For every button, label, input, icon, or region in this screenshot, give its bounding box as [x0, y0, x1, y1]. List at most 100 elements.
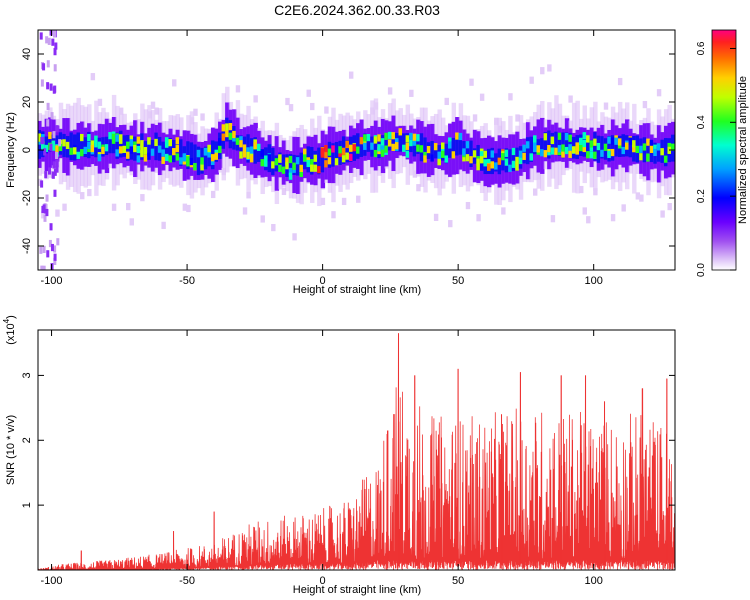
heatmap-cell [267, 154, 273, 162]
heatmap-cell [76, 132, 81, 160]
heatmap-cell [444, 97, 449, 106]
heatmap-cell [656, 89, 662, 97]
heatmap-cell [610, 214, 616, 222]
heatmap-cell [129, 218, 134, 226]
heatmap-cell [221, 124, 227, 132]
heatmap-cell [656, 143, 662, 151]
heatmap-cell [246, 147, 251, 155]
heatmap-cell [550, 136, 556, 144]
heatmap-cell [271, 223, 276, 232]
heatmap-cell [437, 151, 442, 159]
heatmap-cell [504, 158, 510, 166]
heatmap-cell [632, 140, 637, 148]
heatmap-cell [175, 145, 180, 153]
heatmap-cell [200, 157, 205, 165]
heatmap-cell [568, 95, 573, 103]
heatmap-cell [405, 142, 411, 150]
heatmap-cell [310, 102, 315, 111]
heatmap-cell [398, 128, 403, 136]
heatmap-cell [384, 132, 389, 140]
heatmap-cell [632, 145, 637, 153]
heatmap-cell [394, 138, 400, 146]
heatmap-cell [320, 146, 326, 173]
snr-trace [38, 333, 675, 570]
heatmap-cell [260, 159, 265, 167]
heatmap-cell [108, 133, 113, 154]
heatmap-cell [444, 143, 449, 164]
heatmap-cell [189, 142, 195, 168]
heatmap-cell [543, 133, 549, 141]
heatmap-cell [111, 203, 117, 211]
heatmap-cell [83, 146, 88, 154]
heatmap-cell [129, 139, 134, 147]
heatmap-cell [56, 238, 60, 246]
colorbar-tick-label: 0.6 [696, 41, 707, 55]
heatmap-cell [80, 134, 85, 157]
heatmap-cell [42, 265, 46, 270]
heatmap-cell [324, 160, 329, 168]
heatmap-cell [603, 102, 609, 110]
heatmap-cell [508, 149, 513, 169]
heatmap-cell [118, 130, 124, 158]
spectrogram-ticks: -100 -50 0 50 100 -40 -20 0 20 40 [21, 30, 675, 287]
heatmap-cell [451, 151, 457, 159]
heatmap-cell [557, 145, 563, 153]
heatmap-cell [52, 30, 56, 38]
heatmap-cell [405, 150, 411, 158]
snr-multiplier: (x104) [2, 315, 17, 345]
heatmap-cell [55, 145, 60, 153]
heatmap-cell [373, 102, 379, 110]
heatmap-cell [62, 203, 67, 211]
colorbar-tick-label: 0.4 [696, 115, 707, 129]
heatmap-cell [327, 157, 333, 165]
heatmap-cell [189, 157, 195, 166]
heatmap-cell [203, 146, 209, 170]
heatmap-cell [409, 89, 414, 97]
heatmap-cell [402, 144, 407, 152]
snr-frame [37, 329, 676, 571]
heatmap-cell [246, 191, 251, 199]
heatmap-cell [51, 140, 57, 148]
heatmap-cell [42, 245, 46, 253]
heatmap-cell [440, 142, 446, 150]
heatmap-cell [48, 133, 53, 152]
snr-multiplier-exp: 4 [2, 318, 11, 323]
heatmap-cell [433, 143, 439, 159]
heatmap-cell [40, 180, 44, 188]
heatmap-cell [324, 151, 329, 159]
heatmap-cell [387, 139, 393, 147]
heatmap-cell [281, 166, 287, 174]
heatmap-cell [292, 233, 297, 241]
heatmap-cell [571, 146, 577, 154]
heatmap-cell [575, 147, 580, 155]
heatmap-cell [218, 132, 223, 159]
heatmap-cell [172, 79, 177, 87]
heatmap-cell [200, 163, 205, 171]
heatmap-cell [409, 139, 414, 147]
heatmap-cell [494, 117, 499, 125]
heatmap-cell [543, 150, 549, 158]
snr-multiplier-base: (x10 [5, 323, 17, 344]
heatmap-cell [550, 215, 556, 223]
heatmap-cell [533, 144, 538, 153]
heatmap-cell [667, 203, 672, 211]
heatmap-cell [320, 197, 326, 205]
heatmap-cell [653, 144, 658, 152]
heatmap-cell [405, 135, 411, 143]
heatmap-cell [663, 138, 669, 167]
heatmap-cell [218, 138, 223, 146]
snr-ytick-label: 1 [21, 502, 33, 508]
heatmap-cell [511, 147, 517, 172]
heatmap-cell [253, 137, 258, 164]
heatmap-cell [239, 136, 244, 144]
heatmap-cell [646, 138, 651, 146]
heatmap-cell [593, 132, 598, 161]
heatmap-cell [518, 150, 524, 158]
heatmap-cell [54, 42, 58, 50]
heatmap-cell [129, 135, 134, 143]
heatmap-cell [324, 144, 329, 153]
heatmap-cell [653, 148, 658, 157]
heatmap-cell [564, 146, 570, 155]
heatmap-cell [157, 145, 163, 153]
heatmap-cell [41, 143, 46, 151]
